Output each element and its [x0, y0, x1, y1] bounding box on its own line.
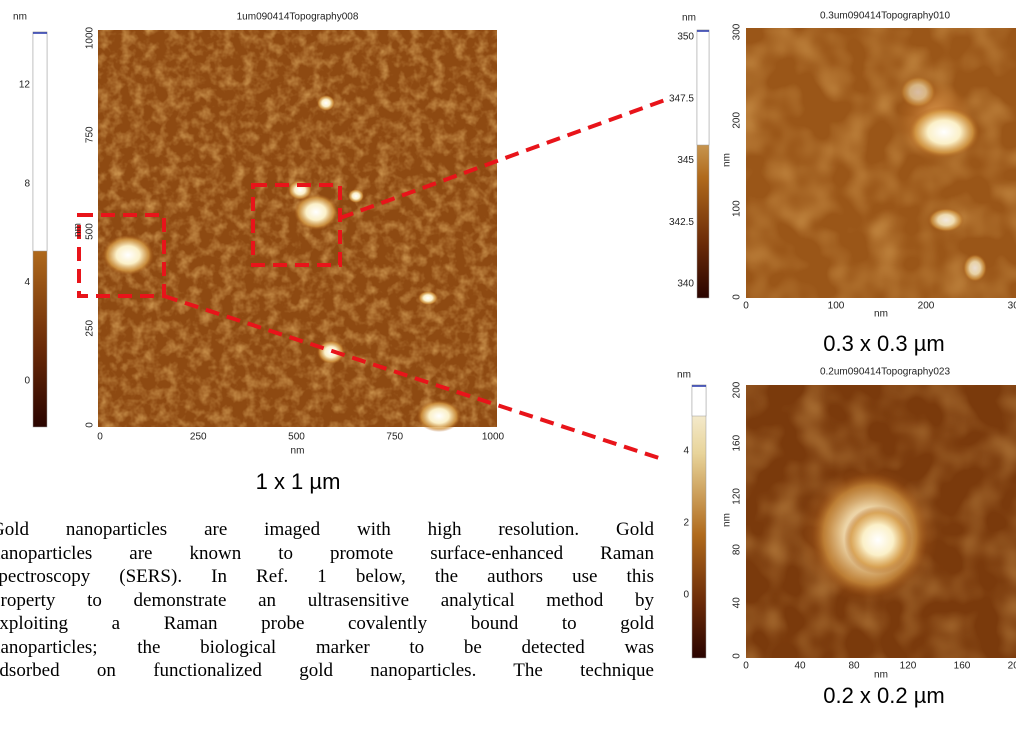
y-tick-label: 40 — [732, 597, 743, 609]
colorbar-tick-label: 4 — [683, 446, 689, 457]
colorbar-top — [33, 32, 47, 251]
paragraph: Gold nanoparticles are imaged with high … — [0, 518, 654, 683]
y-tick-label: 80 — [732, 544, 743, 556]
x-tick-label: 100 — [828, 301, 845, 312]
y-tick-label: 0 — [732, 653, 743, 659]
x-axis-label: nm — [291, 446, 305, 457]
afm-image-zoom-2 — [746, 385, 1016, 658]
x-tick-label: 200 — [1008, 661, 1016, 672]
image-title: 0.2um090414Topography023 — [820, 367, 951, 378]
caption: 0.3 x 0.3 µm — [823, 331, 945, 356]
colorbar-top — [692, 385, 706, 416]
colorbar-tick-label: 340 — [677, 279, 694, 290]
y-tick-label: 200 — [732, 112, 743, 129]
y-tick-label: 1000 — [85, 26, 96, 49]
paragraph-line: Gold nanoparticles are imaged with high … — [0, 518, 654, 542]
y-tick-label: 160 — [732, 434, 743, 451]
x-tick-label: 0 — [743, 661, 749, 672]
paragraph-line: nanoparticles are known to promote surfa… — [0, 542, 654, 566]
afm-image-zoom-1 — [746, 28, 1016, 298]
y-axis-label: nm — [73, 223, 84, 237]
image-title: 1um090414Topography008 — [237, 12, 359, 23]
colorbar-tick-label: 350 — [677, 32, 694, 43]
x-tick-label: 300 — [1008, 301, 1016, 312]
paragraph-line: adsorbed on functionalized gold nanopart… — [0, 659, 654, 683]
x-tick-label: 750 — [386, 432, 403, 443]
x-axis-label: nm — [874, 309, 888, 320]
x-tick-label: 200 — [918, 301, 935, 312]
image-title: 0.3um090414Topography010 — [820, 11, 951, 22]
y-tick-label: 250 — [85, 319, 96, 336]
colorbar-tick-label: 12 — [19, 80, 31, 91]
x-tick-label: 250 — [190, 432, 207, 443]
y-tick-label: 120 — [732, 488, 743, 505]
y-tick-label: 300 — [732, 23, 743, 40]
y-axis-label: nm — [722, 513, 733, 527]
colorbar-tick-label: 0 — [683, 590, 689, 601]
paragraph-line: property to demonstrate an ultrasensitiv… — [0, 589, 654, 613]
y-axis-label: nm — [722, 153, 733, 167]
y-tick-label: 0 — [85, 422, 96, 428]
x-tick-label: 0 — [743, 301, 749, 312]
y-tick-label: 750 — [85, 126, 96, 143]
colorbar-tick-label: 4 — [24, 277, 30, 288]
paragraph-line: exploiting a Raman probe covalently boun… — [0, 612, 654, 636]
x-axis-label: nm — [874, 670, 888, 681]
page: { "main_image": { "title": "1um090414Top… — [0, 0, 1016, 738]
colorbar-unit: nm — [13, 12, 27, 23]
colorbar-tick-label: 0 — [24, 376, 30, 387]
colorbar-top — [697, 30, 709, 145]
colorbar-unit: nm — [682, 13, 696, 24]
y-tick-label: 500 — [85, 223, 96, 240]
colorbar — [692, 385, 706, 658]
colorbar-tick-label: 342.5 — [669, 217, 694, 228]
y-tick-label: 200 — [732, 381, 743, 398]
colorbar-tick-label: 2 — [683, 518, 689, 529]
colorbar-tick-label: 347.5 — [669, 93, 694, 104]
x-tick-label: 120 — [900, 661, 917, 672]
paragraph-line: nanoparticles; the biological marker to … — [0, 636, 654, 660]
caption: 0.2 x 0.2 µm — [823, 683, 945, 708]
afm-image-main — [98, 30, 497, 432]
y-tick-label: 0 — [732, 294, 743, 300]
colorbar-tick-label: 8 — [24, 178, 30, 189]
x-tick-label: 160 — [954, 661, 971, 672]
paragraph-line: spectroscopy (SERS). In Ref. 1 below, th… — [0, 565, 654, 589]
y-tick-label: 100 — [732, 200, 743, 217]
colorbar-tick-label: 345 — [677, 155, 694, 166]
x-tick-label: 0 — [97, 432, 103, 443]
caption: 1 x 1 µm — [256, 469, 341, 494]
x-tick-label: 1000 — [482, 432, 505, 443]
x-tick-label: 80 — [848, 661, 860, 672]
x-tick-label: 40 — [794, 661, 806, 672]
colorbar-unit: nm — [677, 370, 691, 381]
x-tick-label: 500 — [288, 432, 305, 443]
